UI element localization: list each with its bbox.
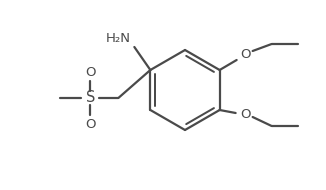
- Text: O: O: [240, 48, 251, 60]
- Text: O: O: [240, 108, 251, 120]
- Text: O: O: [85, 66, 96, 78]
- Text: S: S: [86, 90, 95, 105]
- Text: O: O: [85, 117, 96, 131]
- Text: H₂N: H₂N: [106, 32, 131, 44]
